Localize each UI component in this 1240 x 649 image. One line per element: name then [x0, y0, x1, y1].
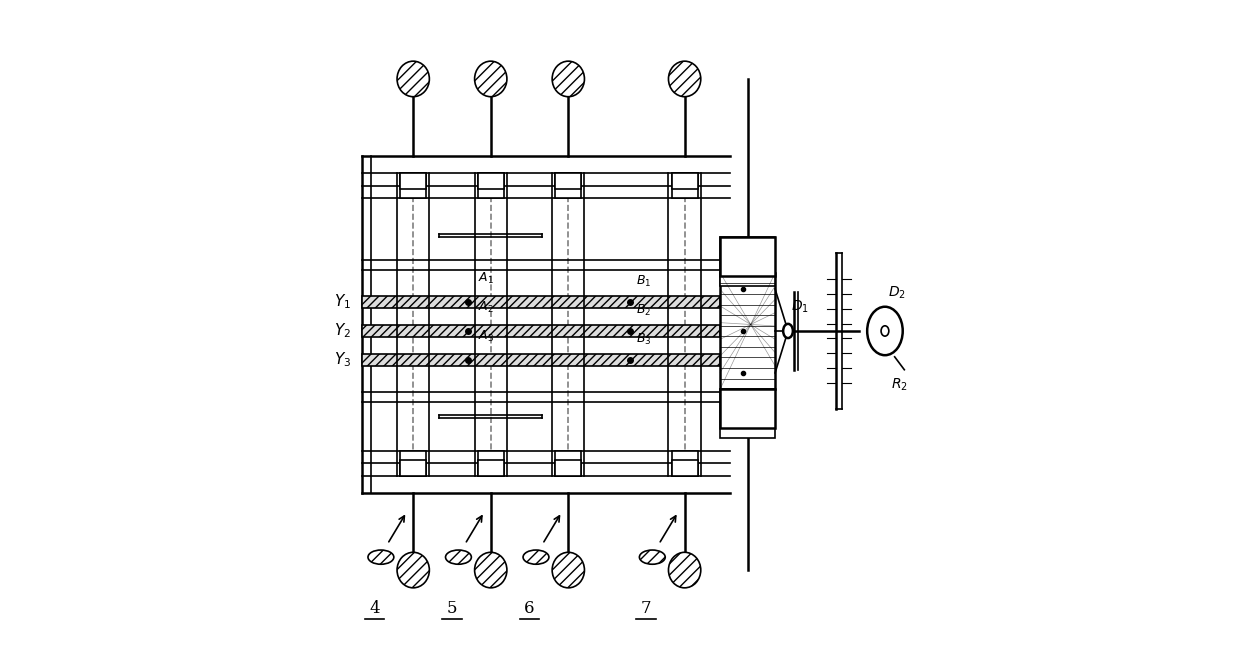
Bar [477, 450, 503, 476]
Bar [362, 325, 720, 337]
Ellipse shape [397, 552, 429, 588]
Text: $Y_2$: $Y_2$ [334, 322, 351, 340]
Bar [720, 389, 775, 437]
Bar [556, 173, 582, 199]
Text: 5: 5 [446, 600, 458, 617]
Ellipse shape [552, 552, 584, 588]
Text: $D_1$: $D_1$ [791, 299, 810, 315]
Bar [401, 173, 427, 199]
Text: $A_2$: $A_2$ [477, 300, 494, 315]
Ellipse shape [668, 61, 701, 97]
Text: $D_2$: $D_2$ [888, 284, 906, 300]
Bar [720, 273, 775, 389]
Text: 7: 7 [641, 600, 651, 617]
Ellipse shape [397, 61, 429, 97]
Ellipse shape [368, 550, 394, 564]
Ellipse shape [523, 550, 549, 564]
Bar [672, 173, 698, 189]
Bar [720, 238, 775, 276]
Ellipse shape [784, 324, 792, 338]
Bar [401, 173, 427, 189]
Bar [556, 450, 582, 476]
Bar [556, 460, 582, 476]
Text: $A_1$: $A_1$ [477, 271, 494, 286]
Bar [477, 173, 503, 199]
Text: $B_1$: $B_1$ [636, 274, 651, 289]
Ellipse shape [640, 550, 665, 564]
Bar [672, 460, 698, 476]
Bar [477, 460, 503, 476]
Text: $B_2$: $B_2$ [636, 303, 651, 318]
Text: $C_3$: $C_3$ [749, 372, 765, 387]
Text: $Y_1$: $Y_1$ [334, 293, 351, 312]
Text: $C_2$: $C_2$ [749, 330, 765, 345]
Ellipse shape [552, 61, 584, 97]
Text: $B_3$: $B_3$ [636, 332, 651, 347]
Bar [362, 296, 720, 308]
Ellipse shape [475, 552, 507, 588]
Ellipse shape [475, 61, 507, 97]
Text: $A_3$: $A_3$ [477, 329, 494, 344]
Text: $Y_3$: $Y_3$ [334, 350, 351, 369]
Bar [401, 460, 427, 476]
Bar [672, 173, 698, 199]
Ellipse shape [867, 307, 903, 355]
Bar [556, 173, 582, 189]
Bar [401, 450, 427, 476]
Text: 6: 6 [525, 600, 534, 617]
Text: $R_2$: $R_2$ [892, 376, 908, 393]
Ellipse shape [445, 550, 471, 564]
Bar [672, 450, 698, 476]
Bar [477, 173, 503, 189]
Text: 4: 4 [370, 600, 379, 617]
Bar [720, 389, 775, 428]
Bar [720, 238, 775, 286]
Bar [362, 354, 720, 366]
Text: $C_1$: $C_1$ [749, 288, 765, 303]
Ellipse shape [668, 552, 701, 588]
